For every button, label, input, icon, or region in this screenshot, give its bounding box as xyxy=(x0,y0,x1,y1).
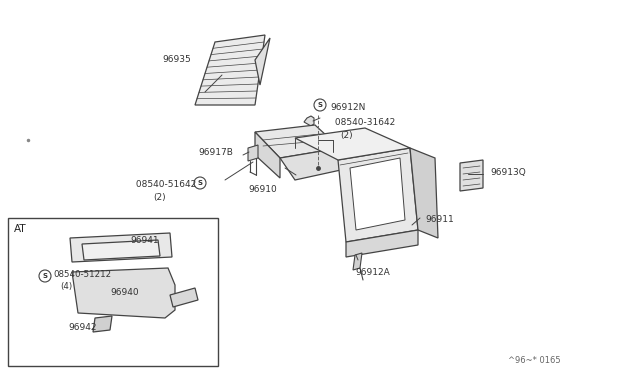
Text: ^96~* 0165: ^96~* 0165 xyxy=(508,356,561,365)
Text: 08540-51642: 08540-51642 xyxy=(133,180,196,189)
Text: 96911: 96911 xyxy=(425,215,454,224)
Text: 96941: 96941 xyxy=(130,236,159,245)
Text: S: S xyxy=(198,180,202,186)
Text: (4): (4) xyxy=(60,282,72,291)
Polygon shape xyxy=(338,148,418,242)
Polygon shape xyxy=(410,148,438,238)
Polygon shape xyxy=(295,128,410,160)
Text: (2): (2) xyxy=(340,131,353,140)
Text: 96910: 96910 xyxy=(248,185,276,194)
Text: S: S xyxy=(317,102,323,108)
Polygon shape xyxy=(248,145,258,161)
Circle shape xyxy=(194,177,206,189)
Polygon shape xyxy=(93,316,112,332)
Polygon shape xyxy=(304,116,314,126)
Polygon shape xyxy=(350,158,405,230)
Text: 96913Q: 96913Q xyxy=(490,168,525,177)
Polygon shape xyxy=(346,230,418,257)
Polygon shape xyxy=(353,253,362,270)
Polygon shape xyxy=(170,288,198,307)
Text: S: S xyxy=(42,273,47,279)
Polygon shape xyxy=(255,125,340,158)
Polygon shape xyxy=(255,132,280,178)
Polygon shape xyxy=(70,233,172,262)
Text: 96912N: 96912N xyxy=(330,103,365,112)
Polygon shape xyxy=(255,38,270,85)
Polygon shape xyxy=(195,35,265,105)
Polygon shape xyxy=(72,268,175,318)
Text: 08540-31642: 08540-31642 xyxy=(332,118,396,127)
Text: 96935: 96935 xyxy=(162,55,191,64)
Text: 96917B: 96917B xyxy=(198,148,233,157)
Text: 96940: 96940 xyxy=(110,288,139,297)
Text: 08540-51212: 08540-51212 xyxy=(53,270,111,279)
Bar xyxy=(8,218,218,366)
Circle shape xyxy=(39,270,51,282)
Text: 96912A: 96912A xyxy=(355,268,390,277)
Text: 96942: 96942 xyxy=(68,323,97,332)
Circle shape xyxy=(314,99,326,111)
Polygon shape xyxy=(460,160,483,191)
Polygon shape xyxy=(280,148,350,180)
Text: (2): (2) xyxy=(153,193,166,202)
Text: AT: AT xyxy=(14,224,27,234)
Polygon shape xyxy=(82,240,160,260)
